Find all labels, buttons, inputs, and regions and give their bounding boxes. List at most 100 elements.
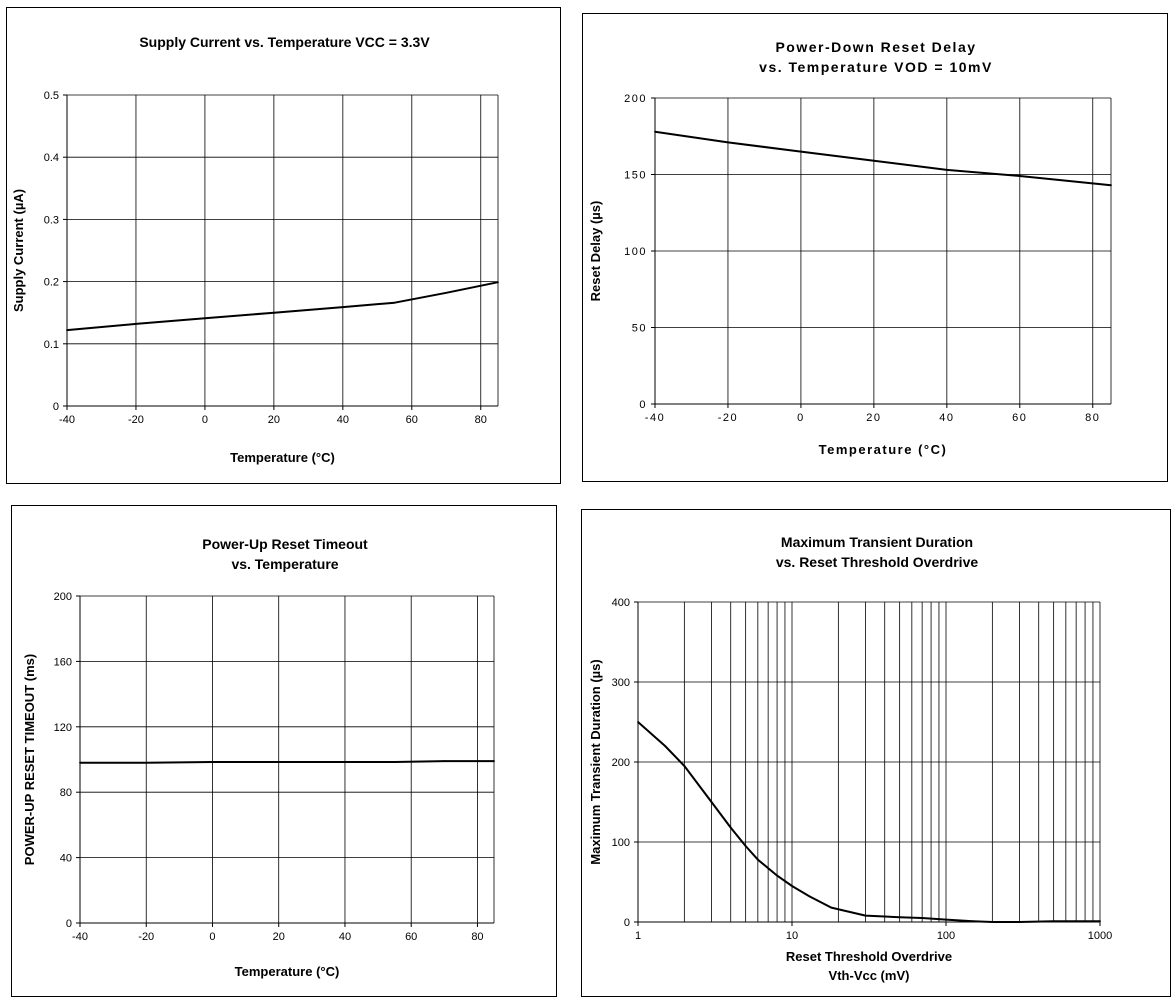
- y-tick-label: 50: [632, 323, 647, 335]
- x-tick-label: 1: [635, 930, 641, 942]
- x-tick-label: 60: [1012, 412, 1027, 424]
- data-point: [654, 130, 656, 133]
- x-axis-label: Reset Threshold Overdrive: [786, 949, 952, 964]
- y-tick-label: 0.1: [44, 339, 59, 351]
- chart-title: Maximum Transient Duration: [781, 534, 973, 550]
- y-tick-label: 200: [612, 757, 630, 769]
- data-point: [445, 291, 448, 294]
- data-point: [1099, 920, 1101, 923]
- y-tick-label: 100: [624, 246, 647, 258]
- y-tick-label: 0: [624, 917, 630, 929]
- series-line: [66, 281, 499, 332]
- y-tick-label: 80: [60, 787, 72, 799]
- y-tick-label: 0.5: [44, 90, 59, 102]
- x-axis-label: Vth-Vcc (mV): [829, 968, 910, 983]
- x-tick-label: 60: [405, 931, 417, 943]
- data-point: [135, 322, 137, 325]
- x-tick-label: 80: [1085, 412, 1100, 424]
- data-point: [493, 760, 495, 763]
- x-axis-label: Temperature (°C): [230, 450, 335, 465]
- data-point: [344, 761, 346, 763]
- data-point: [393, 761, 396, 763]
- data-point: [497, 281, 499, 284]
- y-tick-label: 200: [54, 591, 72, 603]
- data-point: [204, 317, 206, 320]
- y-tick-label: 300: [612, 677, 630, 689]
- chart-title: vs. Temperature: [231, 556, 338, 572]
- chart-title: Power-Down Reset Delay: [775, 39, 976, 55]
- data-point: [637, 721, 639, 723]
- y-axis-label: Maximum Transient Duration (µs): [588, 659, 603, 864]
- series-line: [637, 721, 1100, 923]
- x-tick-label: -40: [59, 414, 75, 426]
- chart-svg: Power-Down Reset Delay vs. Temperature VO…: [588, 39, 1112, 457]
- data-point: [800, 150, 802, 153]
- data-point: [1110, 184, 1112, 187]
- data-point: [921, 917, 924, 919]
- x-tick-label: -20: [128, 414, 144, 426]
- data-point: [945, 169, 948, 171]
- y-tick-label: 100: [612, 837, 630, 849]
- data-point: [1052, 920, 1055, 923]
- x-tick-label: 40: [337, 414, 349, 426]
- y-tick-label: 120: [54, 722, 72, 734]
- x-tick-label: 100: [937, 930, 955, 942]
- x-tick-label: 10: [786, 930, 798, 942]
- series-line: [80, 760, 494, 764]
- data-point: [393, 301, 396, 304]
- data-point: [66, 329, 68, 332]
- x-tick-label: 80: [471, 931, 483, 943]
- data-point: [864, 914, 867, 917]
- x-tick-label: 60: [406, 414, 418, 426]
- chart-svg: Supply Current vs. Temperature VCC = 3.3…: [11, 34, 499, 465]
- y-tick-label: 0: [66, 918, 72, 930]
- data-point: [1018, 921, 1021, 923]
- y-tick-label: 160: [54, 656, 72, 668]
- data-point: [664, 745, 667, 747]
- data-point: [211, 761, 214, 763]
- data-point: [1018, 175, 1021, 177]
- data-point: [830, 906, 833, 909]
- data-point: [341, 306, 344, 309]
- data-point: [898, 916, 901, 919]
- y-tick-label: 0: [639, 399, 647, 411]
- data-point: [79, 761, 81, 764]
- y-axis-label: Supply Current (µA): [11, 189, 26, 312]
- data-point: [872, 159, 875, 162]
- chart-panel-reset-delay: Power-Down Reset Delay vs. Temperature VO…: [582, 13, 1168, 482]
- x-tick-label: 20: [268, 414, 280, 426]
- chart-svg: Power-Up Reset Timeout vs. Temperature -40…: [22, 536, 495, 979]
- chart-title: Power-Up Reset Timeout: [202, 536, 368, 552]
- y-tick-label: 200: [624, 93, 647, 105]
- y-tick-label: 0.2: [44, 277, 59, 289]
- data-point: [756, 858, 759, 861]
- chart-panel-power-up-timeout: Power-Up Reset Timeout vs. Temperature -40…: [11, 505, 557, 997]
- x-tick-label: 1000: [1088, 930, 1112, 942]
- data-point: [1075, 920, 1078, 923]
- x-tick-label: 20: [866, 412, 881, 424]
- chart-panel-transient-duration: Maximum Transient Duration vs. Reset Thre…: [581, 509, 1171, 997]
- chart-panel-supply-current: Supply Current vs. Temperature VCC = 3.3…: [6, 7, 561, 484]
- data-point: [945, 918, 947, 921]
- y-axis-label: POWER-UP RESET TIMEOUT (ms): [22, 654, 37, 865]
- x-axis-label: Temperature (°C): [235, 964, 340, 979]
- y-tick-label: 150: [624, 170, 647, 182]
- y-tick-label: 0.4: [44, 152, 59, 164]
- y-axis-label: Reset Delay (µs): [588, 201, 603, 302]
- x-tick-label: -40: [645, 412, 665, 424]
- x-tick-label: -20: [718, 412, 738, 424]
- data-point: [683, 765, 686, 767]
- x-tick-label: 40: [339, 931, 351, 943]
- series-line: [654, 130, 1112, 187]
- data-point: [729, 826, 732, 829]
- chart-svg: Maximum Transient Duration vs. Reset Thre…: [588, 534, 1112, 983]
- data-point: [776, 874, 778, 877]
- x-tick-label: 20: [273, 931, 285, 943]
- x-tick-label: -20: [138, 931, 154, 943]
- y-tick-label: 0: [53, 401, 59, 413]
- data-point: [443, 760, 446, 763]
- data-point: [791, 885, 793, 887]
- chart-title: Supply Current vs. Temperature VCC = 3.3…: [139, 34, 430, 50]
- data-point: [727, 141, 729, 144]
- y-tick-label: 400: [612, 597, 630, 609]
